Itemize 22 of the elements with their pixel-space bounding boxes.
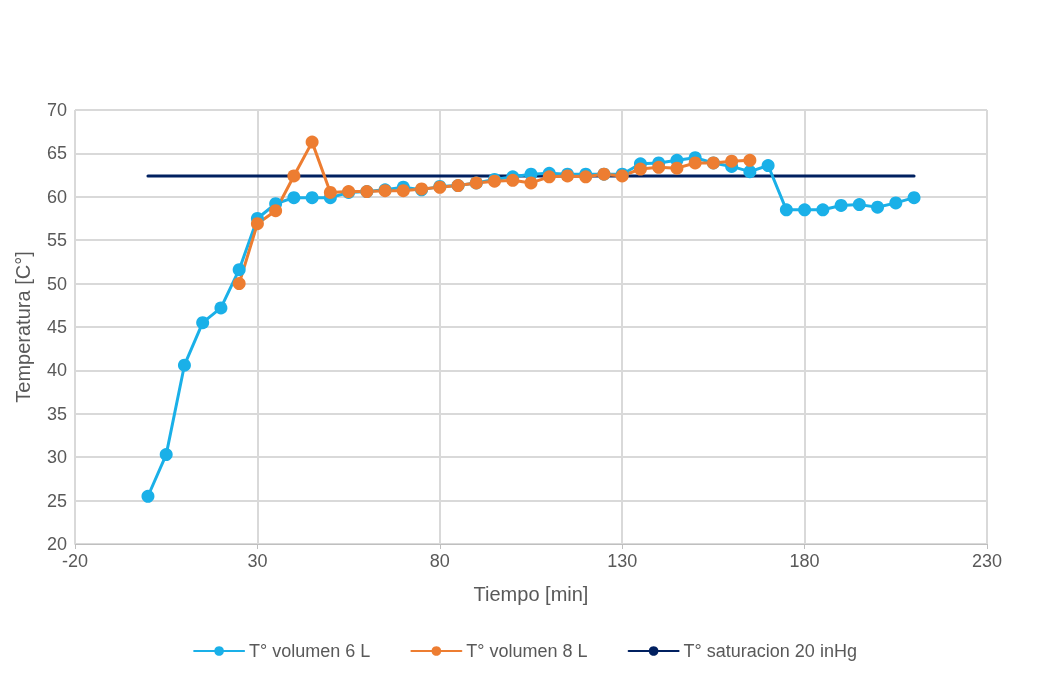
y-tick-label: 45 (46, 317, 67, 337)
y-axis-title: Temperatura [C°] (12, 251, 34, 403)
legend-label: T° volumen 6 L (249, 641, 371, 661)
y-tick-label: 55 (46, 230, 67, 251)
x-tick-label: 80 (429, 551, 450, 571)
y-tick-label: 25 (46, 490, 67, 511)
y-tick-label: 20 (46, 534, 67, 554)
x-tick-label: 180 (789, 551, 820, 571)
legend-label: T° volumen 8 L (466, 641, 588, 661)
y-tick-label: 40 (46, 360, 67, 381)
y-tick-label: 70 (46, 100, 67, 120)
x-tick-label: 230 (971, 551, 1003, 571)
y-tick-label: 35 (46, 403, 67, 424)
y-tick-label: 60 (46, 186, 67, 207)
x-tick-label: -20 (61, 551, 89, 571)
x-tick-label: 30 (247, 551, 268, 571)
y-tick-label: 50 (46, 273, 67, 294)
y-tick-label: 65 (46, 143, 67, 164)
legend-label: T° saturacion 20 inHg (683, 641, 857, 661)
x-axis-title: Tiempo [min] (473, 583, 589, 605)
y-tick-label: 30 (46, 447, 67, 468)
x-tick-label: 130 (607, 551, 638, 571)
